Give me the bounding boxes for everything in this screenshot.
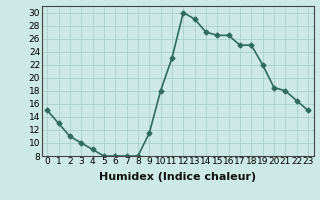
X-axis label: Humidex (Indice chaleur): Humidex (Indice chaleur) xyxy=(99,172,256,182)
